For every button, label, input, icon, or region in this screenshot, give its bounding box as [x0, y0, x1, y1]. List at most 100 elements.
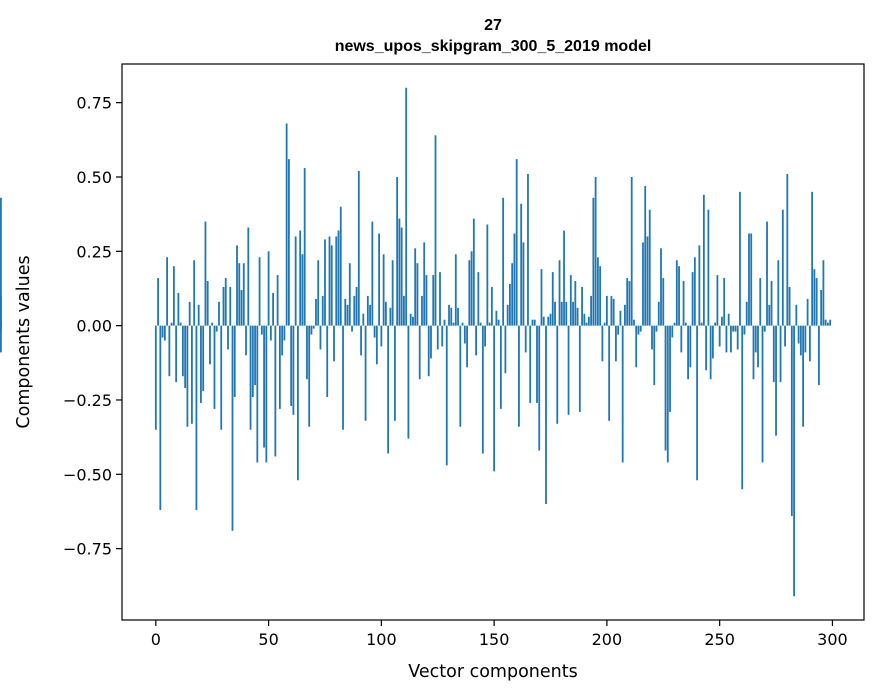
bar-undefined	[0, 325, 2, 332]
bar-78	[330, 245, 333, 326]
bar-188	[578, 325, 581, 412]
bar-194	[592, 197, 595, 326]
bar-139	[468, 260, 471, 326]
bar-217	[644, 185, 647, 326]
y-tick-label: 0.00	[76, 317, 112, 336]
bar-256	[732, 325, 735, 332]
bar-267	[757, 325, 759, 368]
plot-frame	[121, 63, 865, 621]
bar-138	[466, 325, 468, 368]
bar-286	[799, 325, 802, 356]
bar-112	[407, 325, 410, 439]
bar-201	[608, 325, 611, 421]
bar-118	[421, 295, 423, 326]
bar-63	[297, 325, 299, 481]
bar-168	[533, 319, 536, 326]
bar-76	[326, 325, 329, 398]
bar-79	[333, 325, 335, 362]
bar-185	[572, 301, 574, 326]
x-axis-label: Vector components	[408, 662, 577, 682]
bar-199	[603, 322, 606, 326]
bar-228	[669, 325, 671, 412]
bar-85	[346, 304, 349, 326]
bar-223	[657, 301, 660, 326]
x-tick-label: 50	[258, 630, 278, 649]
bar-289	[806, 298, 809, 326]
bar-130	[448, 304, 450, 326]
bar-83	[342, 325, 344, 430]
bar-23	[206, 281, 209, 326]
bar-88	[353, 295, 356, 326]
bar-51	[269, 325, 272, 341]
bar-172	[542, 316, 545, 326]
bar-160	[515, 159, 518, 326]
bar-142	[475, 325, 477, 356]
bar-285	[797, 325, 800, 344]
bar-215	[639, 325, 642, 332]
bar-189	[581, 286, 583, 326]
bar-165	[527, 174, 529, 326]
bar-136	[461, 322, 464, 326]
bar-124	[434, 135, 437, 326]
bar-158	[511, 263, 514, 326]
bar-30	[222, 286, 225, 326]
bar-90	[357, 171, 360, 326]
bar-34	[231, 325, 234, 531]
bar-57	[283, 325, 286, 341]
bar-126	[439, 272, 441, 326]
bar-216	[642, 242, 644, 326]
bar-73	[319, 325, 322, 350]
bar-187	[576, 307, 579, 326]
bar-219	[648, 209, 651, 326]
x-tick-label: 150	[479, 630, 510, 649]
bar-undefined	[0, 322, 2, 326]
bar-169	[536, 325, 538, 403]
bar-undefined	[0, 325, 2, 353]
bar-241	[698, 245, 701, 326]
bar-135	[459, 325, 462, 427]
bar-173	[545, 325, 547, 505]
bar-179	[558, 260, 561, 326]
bar-239	[693, 257, 696, 326]
bar-244	[705, 325, 708, 371]
bar-100	[380, 325, 383, 347]
bar-62	[294, 236, 297, 326]
bar-288	[804, 325, 807, 353]
bar-243	[702, 194, 705, 326]
bar-86	[348, 263, 351, 326]
bar-33	[229, 286, 232, 326]
bar-253	[725, 325, 728, 353]
bar-45	[256, 325, 259, 463]
bar-52	[272, 292, 274, 326]
bar-167	[531, 319, 534, 326]
bar-200	[605, 295, 608, 326]
bar-191	[585, 322, 588, 326]
bar-292	[813, 269, 816, 326]
bar-32	[227, 325, 229, 350]
bar-245	[707, 209, 710, 326]
bar-27	[215, 325, 218, 332]
x-axis-ticks: 0 50 100 150 200 250 300	[151, 620, 848, 649]
bar-161	[518, 325, 520, 427]
bar-143	[477, 272, 480, 326]
bar-230	[673, 322, 676, 326]
bar-149	[490, 286, 493, 326]
bar-2	[159, 325, 162, 510]
bar-204	[615, 325, 617, 362]
bar-151	[495, 310, 498, 326]
bar-275	[775, 325, 777, 436]
bar-272	[768, 304, 771, 326]
bar-252	[723, 278, 726, 326]
bar-218	[646, 236, 649, 326]
bar-131	[450, 307, 453, 326]
bar-84	[344, 298, 347, 326]
bar-109	[400, 227, 403, 326]
bar-67	[306, 325, 308, 380]
bar-224	[660, 248, 662, 326]
y-tick-label: −0.75	[63, 540, 112, 559]
bar-54	[276, 275, 279, 326]
bar-166	[529, 325, 532, 403]
bar-0	[154, 325, 157, 430]
bar-122	[430, 325, 432, 359]
